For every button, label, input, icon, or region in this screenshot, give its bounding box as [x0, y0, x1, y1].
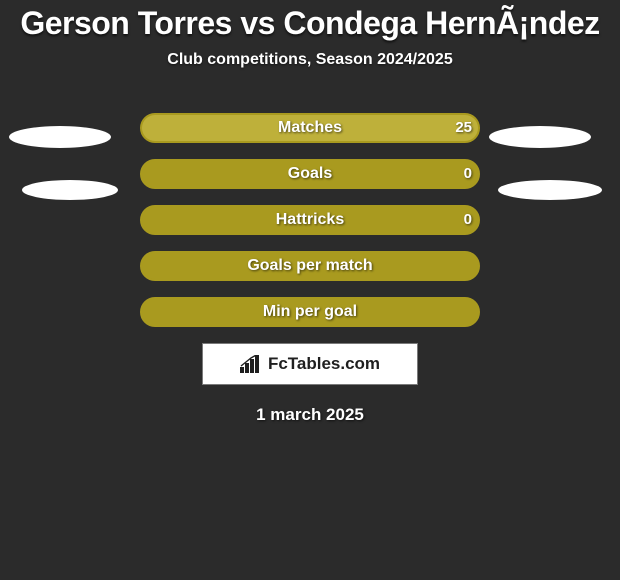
bar-label: Goals — [142, 161, 478, 187]
comparison-card: Gerson Torres vs Condega HernÃ¡ndez Club… — [0, 0, 620, 580]
bar-track: Goals0 — [140, 159, 480, 189]
fctables-logo-card[interactable]: FcTables.com — [202, 343, 418, 385]
bar-value-right: 25 — [455, 115, 472, 141]
bar-label: Goals per match — [142, 253, 478, 279]
bar-track: Min per goal — [140, 297, 480, 327]
page-title: Gerson Torres vs Condega HernÃ¡ndez — [0, 6, 620, 41]
bar-track: Matches25 — [140, 113, 480, 143]
bar-track: Hattricks0 — [140, 205, 480, 235]
bar-row: Goals per match — [0, 251, 620, 281]
bar-row: Min per goal — [0, 297, 620, 327]
player-ellipse-placeholder — [9, 126, 111, 148]
date-label: 1 march 2025 — [0, 405, 620, 425]
bar-label: Min per goal — [142, 299, 478, 325]
bar-label: Matches — [142, 115, 478, 141]
player-ellipse-placeholder — [22, 180, 118, 200]
bar-chart-icon — [240, 355, 262, 373]
subtitle: Club competitions, Season 2024/2025 — [0, 51, 620, 69]
bar-label: Hattricks — [142, 207, 478, 233]
logo-text: FcTables.com — [268, 354, 380, 374]
fctables-logo: FcTables.com — [240, 354, 380, 374]
bar-row: Hattricks0 — [0, 205, 620, 235]
bar-value-right: 0 — [464, 207, 472, 233]
bar-value-right: 0 — [464, 161, 472, 187]
bar-track: Goals per match — [140, 251, 480, 281]
player-ellipse-placeholder — [498, 180, 602, 200]
player-ellipse-placeholder — [489, 126, 591, 148]
